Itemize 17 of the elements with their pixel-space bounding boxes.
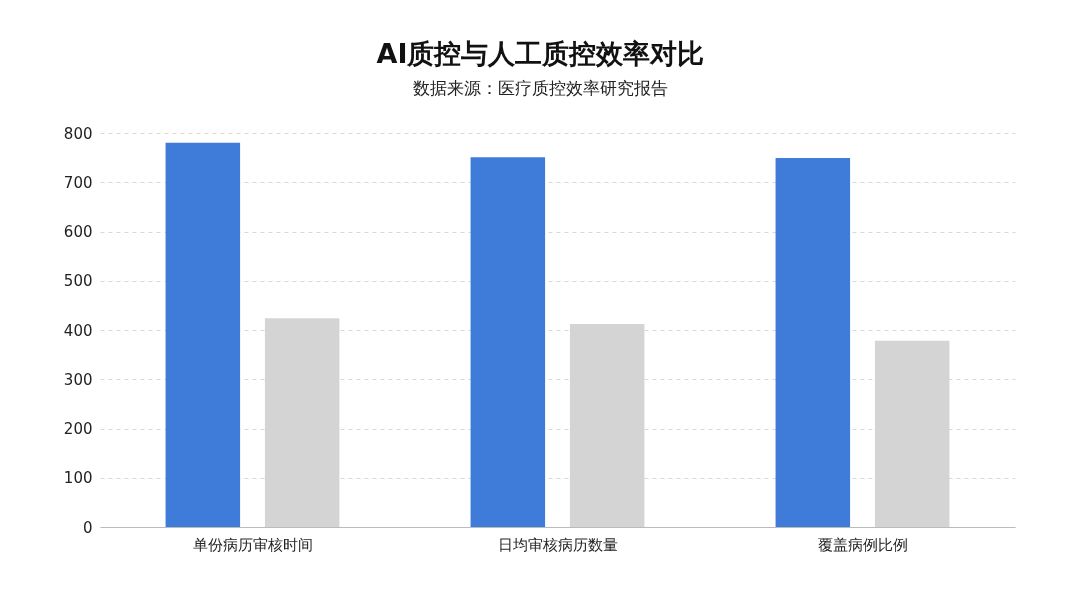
y-tick-label: 500: [63, 272, 93, 291]
x-tick-label: 单份病历审核时间: [192, 535, 313, 554]
y-tick-label: 100: [63, 469, 93, 488]
bar: [470, 157, 546, 527]
chart-subtitle: 数据来源：医疗质控效率研究报告: [413, 78, 668, 98]
y-tick-label: 600: [63, 223, 93, 241]
chart-title: AI质控与人工质控效率对比: [376, 38, 705, 69]
y-tick-label: 0: [82, 518, 93, 537]
y-tick-label: 800: [63, 124, 93, 143]
y-tick-label: 400: [63, 321, 93, 340]
y-tick-label: 200: [63, 420, 93, 438]
bar: [165, 142, 241, 527]
bar: [775, 158, 851, 527]
x-tick-label: 日均审核病历数量: [497, 535, 618, 554]
x-tick-label: 覆盖病例比例: [817, 535, 908, 554]
y-tick-label: 700: [63, 173, 93, 192]
y-tick-label: 300: [63, 370, 93, 389]
